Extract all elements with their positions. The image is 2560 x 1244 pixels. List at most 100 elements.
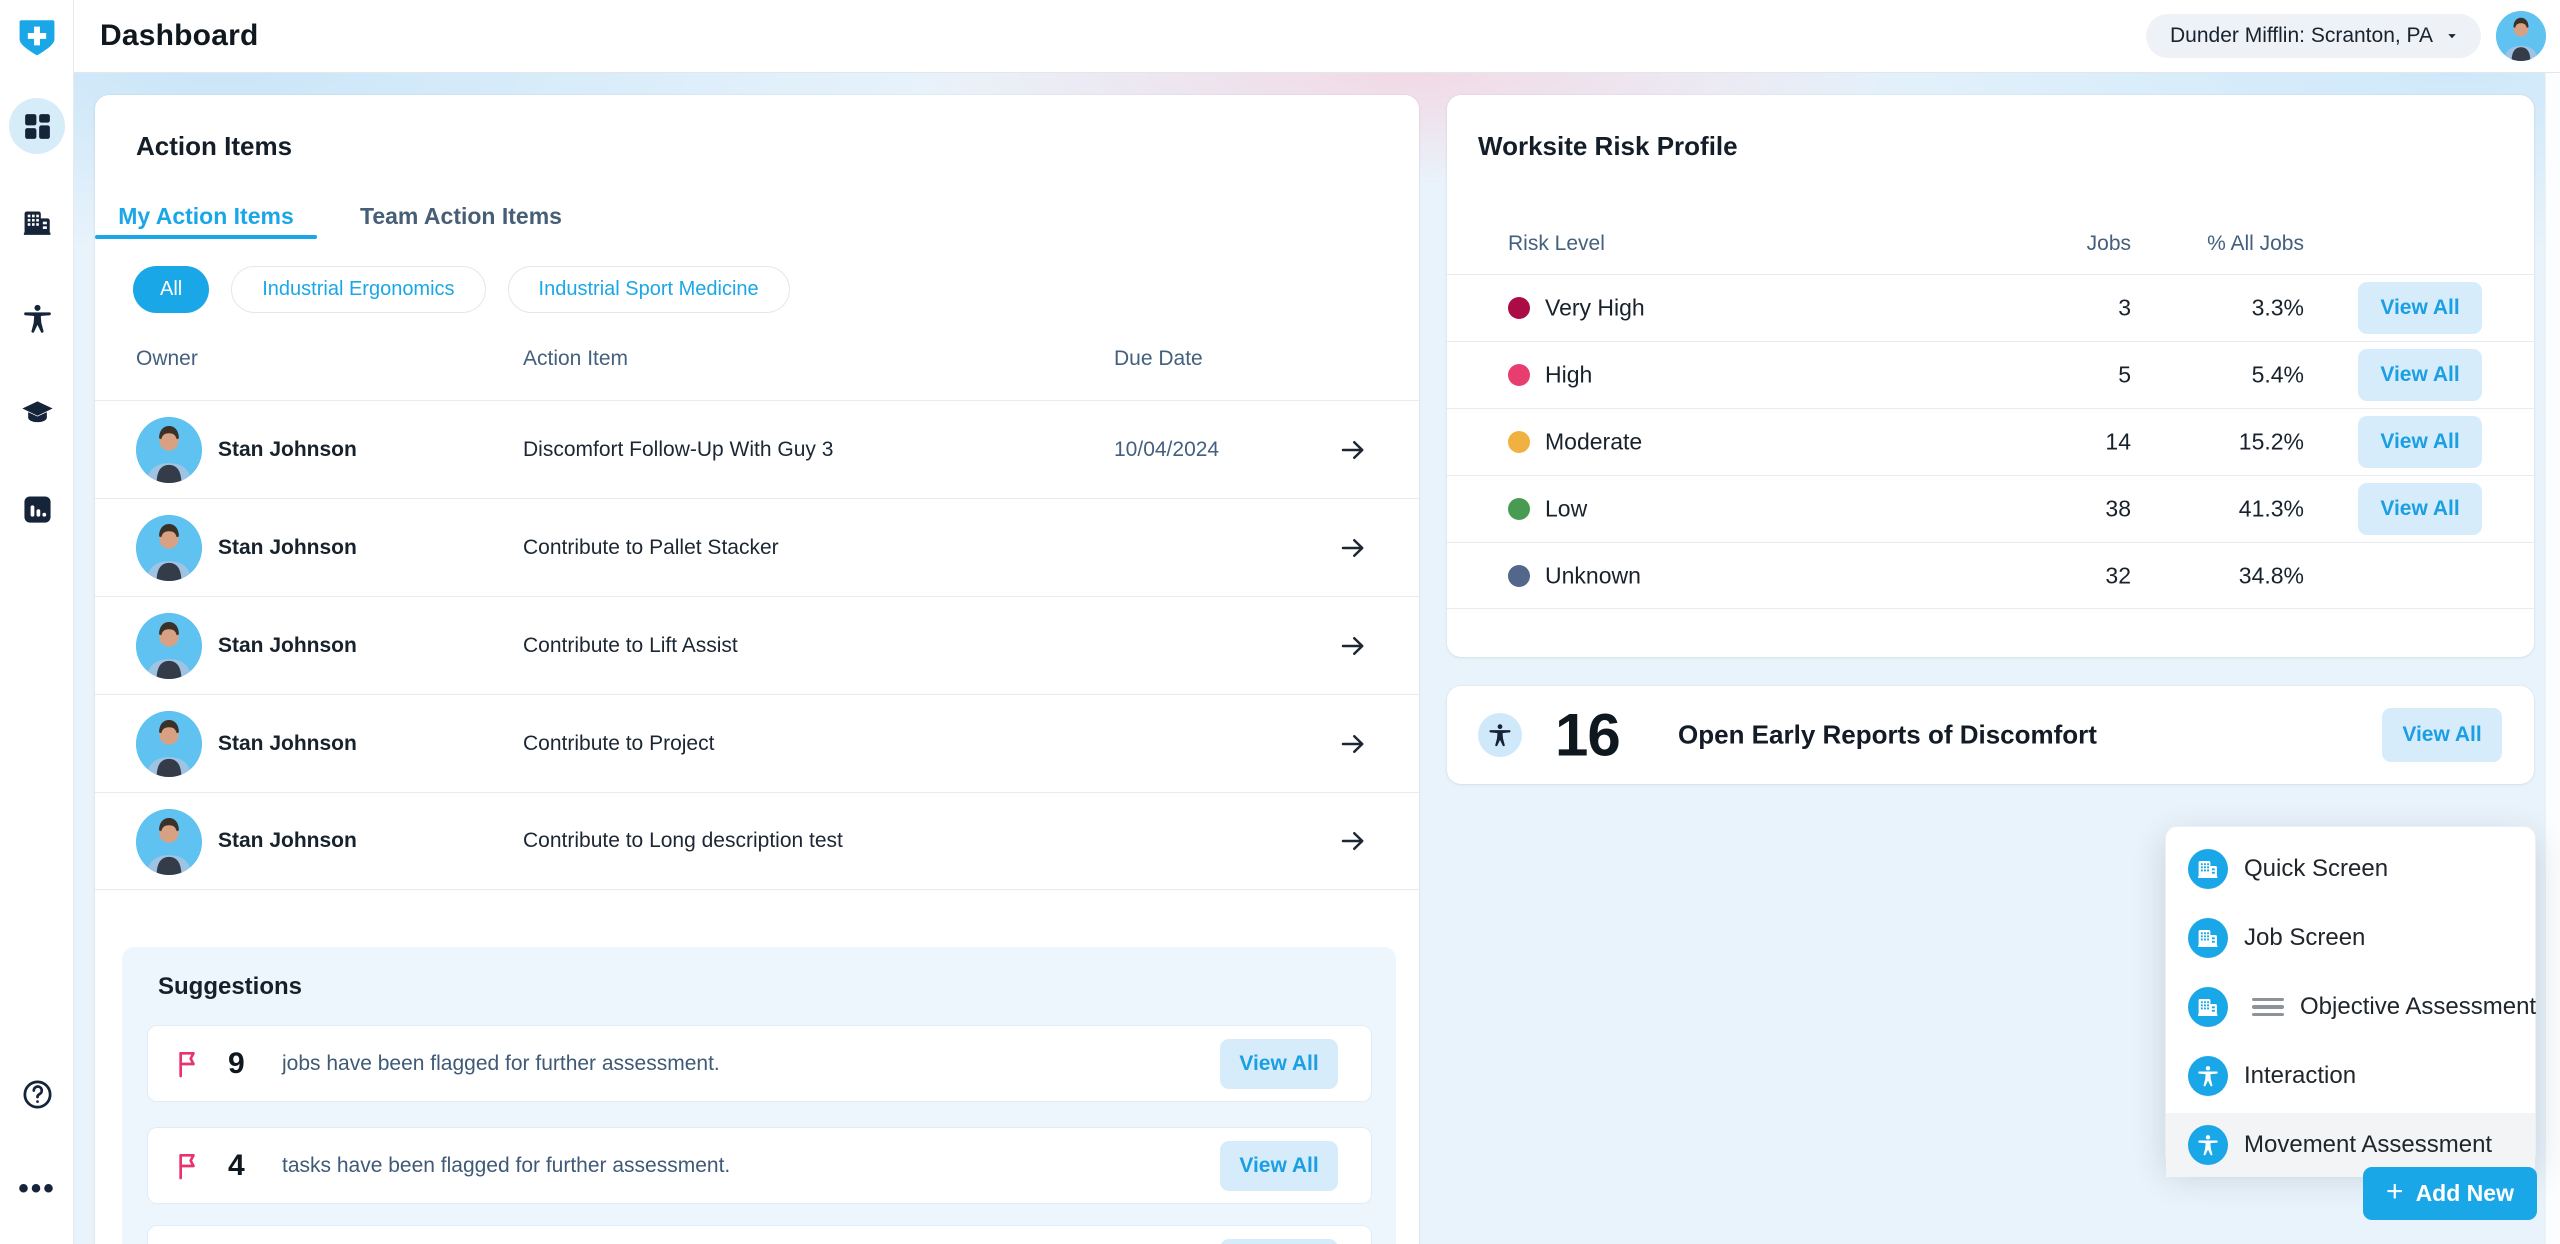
filter-all[interactable]: All — [133, 266, 210, 313]
arrow-right-icon — [1341, 440, 1364, 459]
column-header-action-item: Action Item — [523, 347, 629, 370]
view-all-button[interactable]: View All — [1220, 1141, 1338, 1191]
owner-avatar — [136, 613, 202, 679]
risk-row-unknown: Unknown 32 34.8% — [1447, 542, 2534, 609]
view-all-button[interactable]: View All — [2358, 282, 2482, 334]
arrow-right-icon — [1341, 636, 1364, 655]
owner-avatar — [136, 515, 202, 581]
suggestion-item: 9 jobs have been flagged for further ass… — [147, 1025, 1372, 1102]
add-new-button[interactable]: + Add New — [2363, 1167, 2537, 1220]
table-row[interactable]: Stan Johnson Contribute to Project — [95, 694, 1419, 792]
view-all-button[interactable]: View All — [2358, 349, 2482, 401]
owner-name: Stan Johnson — [218, 535, 357, 559]
help-icon — [22, 1079, 52, 1109]
suggestion-item-partial: View All — [147, 1225, 1372, 1244]
arrow-right-icon — [1341, 538, 1364, 557]
topbar: Dashboard Dunder Mifflin: Scranton, PA — [74, 0, 2560, 73]
sidebar-item-reports[interactable] — [9, 481, 65, 537]
view-all-button[interactable]: View All — [2358, 483, 2482, 535]
menu-item-quick-screen[interactable]: Quick Screen — [2166, 837, 2535, 901]
column-header-owner: Owner — [136, 347, 198, 370]
sidebar-item-ergonomics[interactable] — [9, 290, 65, 346]
add-new-label: Add New — [2415, 1180, 2514, 1206]
risk-level-label: Unknown — [1545, 562, 1641, 588]
view-all-button[interactable]: View All — [2358, 416, 2482, 468]
table-row[interactable]: Stan Johnson Contribute to Long descript… — [95, 792, 1419, 890]
graduation-cap-icon — [21, 400, 53, 422]
plus-icon: + — [2386, 1175, 2404, 1208]
action-items-table: Stan Johnson Discomfort Follow-Up With G… — [95, 400, 1419, 890]
filter-industrial-ergonomics[interactable]: Industrial Ergonomics — [231, 266, 486, 313]
open-row-button[interactable] — [1338, 729, 1368, 759]
risk-jobs-value: 14 — [2105, 428, 2131, 455]
app-logo[interactable] — [15, 16, 59, 62]
sidebar: ••• — [0, 0, 74, 1244]
action-items-filters: All Industrial Ergonomics Industrial Spo… — [133, 266, 790, 313]
due-date: 10/04/2024 — [1114, 437, 1220, 461]
risk-level-label: Moderate — [1545, 428, 1643, 455]
view-all-button[interactable]: View All — [1220, 1039, 1338, 1089]
menu-item-movement-assessment[interactable]: Movement Assessment — [2166, 1113, 2535, 1177]
risk-table: Very High 3 3.3% View All High 5 5.4% Vi… — [1447, 274, 2534, 609]
user-avatar[interactable] — [2496, 11, 2546, 61]
risk-row-high: High 5 5.4% View All — [1447, 341, 2534, 408]
menu-item-job-screen[interactable]: Job Screen — [2166, 906, 2535, 970]
org-selector[interactable]: Dunder Mifflin: Scranton, PA — [2145, 14, 2481, 58]
table-row[interactable]: Stan Johnson Contribute to Pallet Stacke… — [95, 498, 1419, 596]
menu-item-objective-assessment[interactable]: Objective Assessment — [2166, 975, 2537, 1039]
scrollbar-track[interactable] — [2545, 73, 2560, 1244]
owner-avatar — [136, 809, 202, 875]
open-row-button[interactable] — [1338, 631, 1368, 661]
risk-pct-value: 34.8% — [2238, 562, 2304, 588]
main-content: Action Items My Action Items Team Action… — [74, 73, 2560, 1244]
risk-jobs-value: 32 — [2105, 562, 2131, 588]
action-item-text: Contribute to Project — [523, 731, 715, 755]
menu-item-interaction[interactable]: Interaction — [2166, 1044, 2535, 1108]
open-row-button[interactable] — [1338, 826, 1368, 856]
suggestion-text: tasks have been flagged for further asse… — [282, 1153, 731, 1177]
action-item-text: Contribute to Pallet Stacker — [523, 535, 779, 559]
sidebar-item-learning[interactable] — [9, 385, 65, 441]
owner-name: Stan Johnson — [218, 829, 357, 852]
view-all-button[interactable]: View All — [2382, 708, 2502, 762]
shield-plus-icon — [19, 20, 55, 56]
menu-item-label: Job Screen — [2244, 924, 2366, 951]
filter-industrial-sport-medicine[interactable]: Industrial Sport Medicine — [507, 266, 790, 313]
building-icon — [2188, 918, 2228, 958]
suggestion-text: jobs have been flagged for further asses… — [282, 1051, 720, 1075]
menu-item-label: Interaction — [2244, 1062, 2357, 1089]
risk-profile-card: Worksite Risk Profile Risk Level Jobs % … — [1447, 95, 2534, 657]
view-all-button[interactable]: View All — [1220, 1239, 1338, 1244]
tab-team-action-items[interactable]: Team Action Items — [350, 195, 572, 237]
risk-dot — [1508, 498, 1530, 520]
risk-profile-title: Worksite Risk Profile — [1478, 131, 1738, 161]
table-row[interactable]: Stan Johnson Discomfort Follow-Up With G… — [95, 400, 1419, 498]
more-button[interactable]: ••• — [9, 1161, 65, 1217]
risk-row-very-high: Very High 3 3.3% View All — [1447, 274, 2534, 341]
menu-item-label: Objective Assessment — [2300, 993, 2537, 1020]
risk-dot — [1508, 297, 1530, 319]
avatar-image — [2496, 11, 2546, 61]
open-row-button[interactable] — [1338, 435, 1368, 465]
column-header-jobs: Jobs — [2086, 232, 2131, 255]
chevron-down-icon — [2448, 34, 2456, 39]
bar-chart-icon — [23, 495, 51, 523]
risk-jobs-value: 5 — [2118, 361, 2131, 388]
sidebar-item-dashboard[interactable] — [9, 98, 65, 154]
add-new-menu: Quick Screen Job Screen Objective Assess… — [2165, 826, 2537, 1177]
discomfort-icon-circle — [1478, 713, 1522, 757]
action-items-title: Action Items — [136, 131, 293, 161]
help-button[interactable] — [9, 1066, 65, 1122]
action-items-card: Action Items My Action Items Team Action… — [95, 95, 1419, 1244]
tab-my-action-items[interactable]: My Action Items — [95, 195, 317, 239]
menu-item-label: Quick Screen — [2244, 855, 2389, 882]
owner-name: Stan Johnson — [218, 633, 357, 657]
table-row[interactable]: Stan Johnson Contribute to Lift Assist — [95, 596, 1419, 694]
column-header-risk-level: Risk Level — [1508, 232, 1605, 255]
sidebar-item-worksites[interactable] — [9, 194, 65, 250]
risk-jobs-value: 38 — [2105, 495, 2131, 522]
drag-handle-icon[interactable] — [2252, 998, 2284, 1016]
open-row-button[interactable] — [1338, 533, 1368, 563]
arrow-right-icon — [1341, 832, 1364, 850]
action-item-text: Contribute to Long description test — [523, 829, 843, 852]
